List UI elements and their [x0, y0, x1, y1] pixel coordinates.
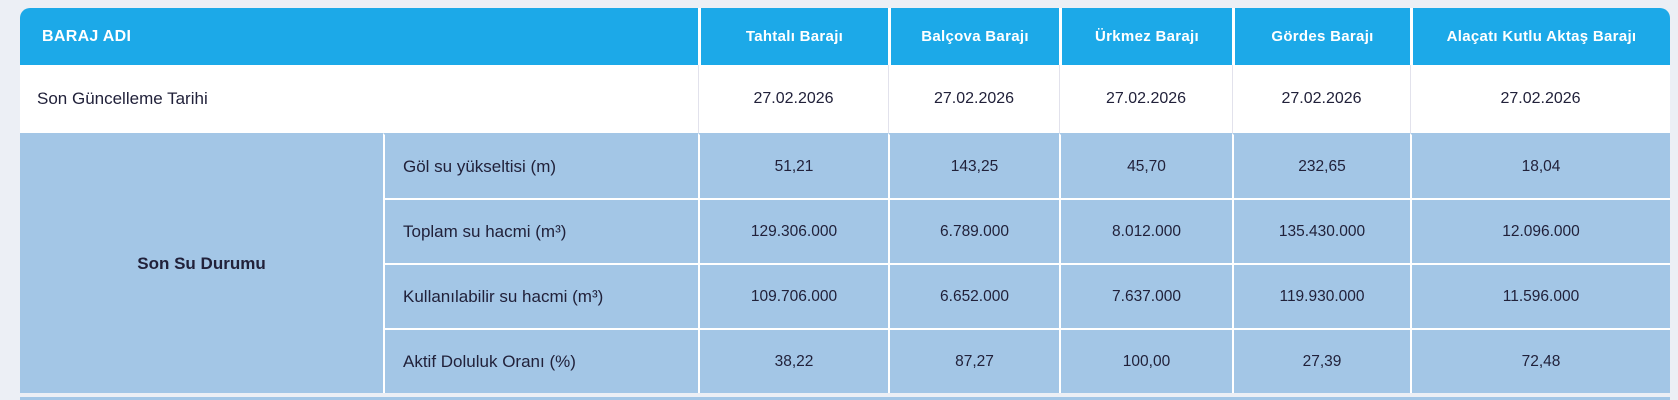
- cell-kullanilabilir-alacati: 11.596.000: [1410, 263, 1670, 328]
- cell-kullanilabilir-balcova: 6.652.000: [888, 263, 1059, 328]
- cell-toplam-urkmez: 8.012.000: [1059, 198, 1232, 263]
- update-date-balcova: 27.02.2026: [888, 65, 1059, 133]
- baraj-adi-label: BARAJ ADI: [42, 27, 132, 45]
- cell-yukselti-alacati: 18,04: [1410, 133, 1670, 198]
- cell-toplam-balcova: 6.789.000: [888, 198, 1059, 263]
- cell-yukselti-tahtali: 51,21: [698, 133, 888, 198]
- cell-yukselti-urkmez: 45,70: [1059, 133, 1232, 198]
- cell-yukselti-balcova: 143,25: [888, 133, 1059, 198]
- cell-toplam-alacati: 12.096.000: [1410, 198, 1670, 263]
- cell-toplam-gordes: 135.430.000: [1232, 198, 1410, 263]
- cell-kullanilabilir-gordes: 119.930.000: [1232, 263, 1410, 328]
- update-date-tahtali: 27.02.2026: [698, 65, 888, 133]
- row-label-toplam-su-hacmi: Toplam su hacmi (m³): [383, 198, 698, 263]
- row-label-aktif-doluluk-orani: Aktif Doluluk Oranı (%): [383, 328, 698, 393]
- column-header-tahtali: Tahtalı Barajı: [698, 8, 888, 65]
- column-header-balcova: Balçova Barajı: [888, 8, 1059, 65]
- update-date-urkmez: 27.02.2026: [1059, 65, 1232, 133]
- cell-kullanilabilir-tahtali: 109.706.000: [698, 263, 888, 328]
- cell-kullanilabilir-urkmez: 7.637.000: [1059, 263, 1232, 328]
- next-row-cutoff-sliver: [20, 397, 1670, 400]
- dam-status-table: BARAJ ADI Tahtalı Barajı Balçova Barajı …: [20, 8, 1670, 393]
- row-label-kullanilabilir-su-hacmi: Kullanılabilir su hacmi (m³): [383, 263, 698, 328]
- table-header-baraj-adi: BARAJ ADI: [20, 8, 698, 65]
- cell-doluluk-balcova: 87,27: [888, 328, 1059, 393]
- update-date-gordes: 27.02.2026: [1232, 65, 1410, 133]
- cell-doluluk-urkmez: 100,00: [1059, 328, 1232, 393]
- column-header-gordes: Gördes Barajı: [1232, 8, 1410, 65]
- column-header-urkmez: Ürkmez Barajı: [1059, 8, 1232, 65]
- cell-doluluk-gordes: 27,39: [1232, 328, 1410, 393]
- row-label-gol-su-yukseltisi: Göl su yükseltisi (m): [383, 133, 698, 198]
- row-label-son-guncelleme: Son Güncelleme Tarihi: [20, 65, 698, 133]
- update-date-alacati: 27.02.2026: [1410, 65, 1670, 133]
- column-header-alacati: Alaçatı Kutlu Aktaş Barajı: [1410, 8, 1670, 65]
- cell-doluluk-tahtali: 38,22: [698, 328, 888, 393]
- cell-yukselti-gordes: 232,65: [1232, 133, 1410, 198]
- cell-doluluk-alacati: 72,48: [1410, 328, 1670, 393]
- group-label-son-su-durumu: Son Su Durumu: [20, 133, 383, 393]
- cell-toplam-tahtali: 129.306.000: [698, 198, 888, 263]
